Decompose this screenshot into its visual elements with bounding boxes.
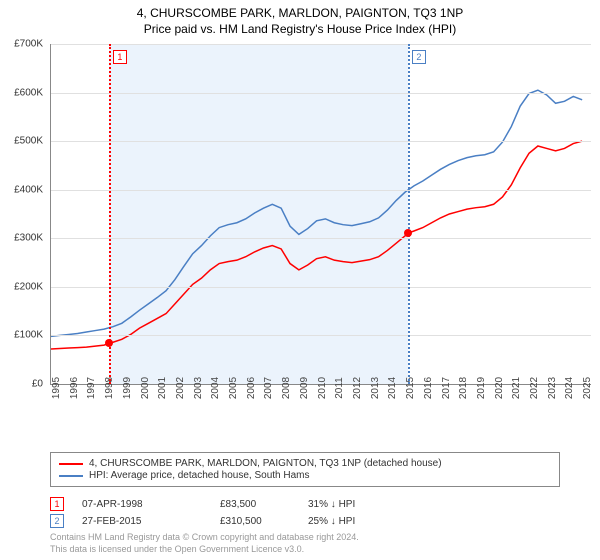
x-axis-label: 1999 xyxy=(122,377,133,399)
x-axis-label: 2003 xyxy=(193,377,204,399)
sale-index: 1 xyxy=(50,497,64,511)
sale-marker xyxy=(105,339,113,347)
x-axis-label: 2009 xyxy=(299,377,310,399)
x-axis-label: 2013 xyxy=(370,377,381,399)
reference-line xyxy=(408,44,410,384)
x-axis-label: 2011 xyxy=(334,377,345,399)
legend-item: 4, CHURSCOMBE PARK, MARLDON, PAIGNTON, T… xyxy=(59,458,551,469)
x-axis-label: 2005 xyxy=(228,377,239,399)
x-axis-label: 2016 xyxy=(423,377,434,399)
reference-marker: 1 xyxy=(113,50,127,64)
sale-price: £83,500 xyxy=(220,499,290,510)
chart-lines xyxy=(51,44,591,384)
x-axis-label: 2017 xyxy=(441,377,452,399)
legend-item: HPI: Average price, detached house, Sout… xyxy=(59,470,551,481)
plot: £0£100K£200K£300K£400K£500K£600K£700K199… xyxy=(50,44,591,385)
sale-row: 1 07-APR-1998 £83,500 31% ↓ HPI xyxy=(50,497,560,511)
sale-date: 27-FEB-2015 xyxy=(82,516,202,527)
x-axis-label: 2021 xyxy=(511,377,522,399)
gridline xyxy=(51,335,591,336)
sale-date: 07-APR-1998 xyxy=(82,499,202,510)
x-axis-label: 2001 xyxy=(157,377,168,399)
sale-index: 2 xyxy=(50,514,64,528)
x-axis-label: 2023 xyxy=(547,377,558,399)
x-axis-label: 2007 xyxy=(263,377,274,399)
legend-swatch xyxy=(59,475,83,477)
chart-subtitle: Price paid vs. HM Land Registry's House … xyxy=(0,22,600,36)
legend-label: HPI: Average price, detached house, Sout… xyxy=(89,470,310,481)
attribution: Contains HM Land Registry data © Crown c… xyxy=(50,532,359,555)
gridline xyxy=(51,238,591,239)
sale-delta: 31% ↓ HPI xyxy=(308,499,355,510)
x-axis-label: 2002 xyxy=(175,377,186,399)
x-axis-label: 2006 xyxy=(246,377,257,399)
y-axis-label: £300K xyxy=(14,233,43,244)
x-axis-label: 1997 xyxy=(86,377,97,399)
reference-line xyxy=(109,44,111,384)
attribution-line: Contains HM Land Registry data © Crown c… xyxy=(50,532,359,544)
x-axis-label: 2014 xyxy=(387,377,398,399)
gridline xyxy=(51,93,591,94)
y-axis-label: £600K xyxy=(14,87,43,98)
legend-label: 4, CHURSCOMBE PARK, MARLDON, PAIGNTON, T… xyxy=(89,458,442,469)
sales-table: 1 07-APR-1998 £83,500 31% ↓ HPI 2 27-FEB-2015… xyxy=(50,494,560,531)
x-axis-label: 2004 xyxy=(210,377,221,399)
chart-area: £0£100K£200K£300K£400K£500K£600K£700K199… xyxy=(50,44,590,414)
gridline xyxy=(51,190,591,191)
chart-title: 4, CHURSCOMBE PARK, MARLDON, PAIGNTON, T… xyxy=(0,6,600,20)
x-axis-label: 2018 xyxy=(458,377,469,399)
legend-swatch xyxy=(59,463,83,465)
x-axis-label: 2022 xyxy=(529,377,540,399)
x-axis-label: 2000 xyxy=(140,377,151,399)
y-axis-label: £100K xyxy=(14,330,43,341)
sale-delta: 25% ↓ HPI xyxy=(308,516,355,527)
y-axis-label: £200K xyxy=(14,281,43,292)
sale-marker xyxy=(404,229,412,237)
x-axis-label: 1996 xyxy=(69,377,80,399)
x-axis-label: 2012 xyxy=(352,377,363,399)
attribution-line: This data is licensed under the Open Gov… xyxy=(50,544,359,556)
gridline xyxy=(51,44,591,45)
reference-marker: 2 xyxy=(412,50,426,64)
series-hpi xyxy=(51,90,582,336)
x-axis-label: 2010 xyxy=(317,377,328,399)
x-axis-label: 2024 xyxy=(564,377,575,399)
x-axis-label: 2020 xyxy=(494,377,505,399)
x-axis-label: 2008 xyxy=(281,377,292,399)
x-axis-label: 1995 xyxy=(51,377,62,399)
x-axis-label: 2025 xyxy=(582,377,593,399)
gridline xyxy=(51,287,591,288)
gridline xyxy=(51,141,591,142)
y-axis-label: £700K xyxy=(14,39,43,50)
y-axis-label: £0 xyxy=(32,379,43,390)
sale-price: £310,500 xyxy=(220,516,290,527)
sale-row: 2 27-FEB-2015 £310,500 25% ↓ HPI xyxy=(50,514,560,528)
x-axis-label: 2015 xyxy=(405,377,416,399)
y-axis-label: £400K xyxy=(14,184,43,195)
legend: 4, CHURSCOMBE PARK, MARLDON, PAIGNTON, T… xyxy=(50,452,560,487)
y-axis-label: £500K xyxy=(14,136,43,147)
x-axis-label: 2019 xyxy=(476,377,487,399)
